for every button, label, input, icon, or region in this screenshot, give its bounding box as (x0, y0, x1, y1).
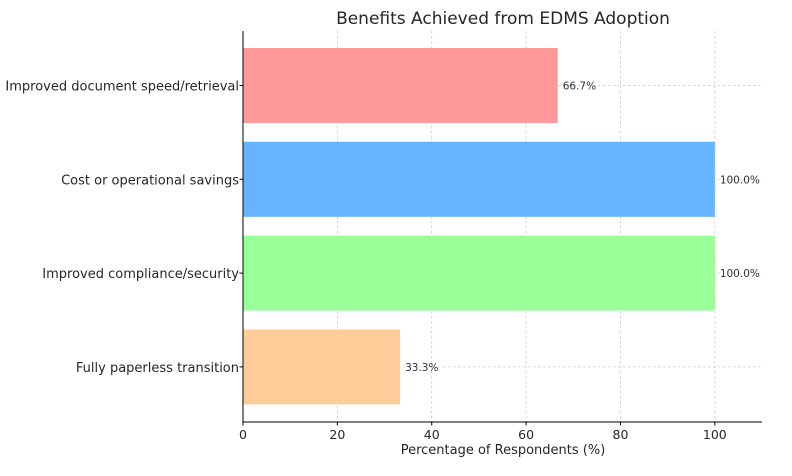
axes-layer (239, 31, 762, 426)
bars-layer (243, 48, 715, 405)
x-tick-label: 80 (613, 427, 629, 442)
category-label: Improved compliance/security (42, 267, 239, 282)
labels-layer: 66.7% Improved document speed/retrieval 10… (5, 80, 759, 443)
x-tick-label: 20 (329, 427, 345, 442)
x-tick-label: 100 (703, 427, 727, 442)
bar (243, 48, 558, 123)
x-axis-label: Percentage of Respondents (%) (401, 443, 606, 458)
category-label: Fully paperless transition (76, 361, 239, 376)
bar (243, 235, 715, 311)
chart-title: Benefits Achieved from EDMS Adoption (336, 9, 670, 29)
category-label: Improved document speed/retrieval (5, 80, 239, 95)
x-tick-label: 40 (424, 427, 440, 442)
data-label: 66.7% (563, 81, 596, 93)
x-tick-label: 0 (239, 427, 247, 442)
data-label: 33.3% (405, 362, 438, 374)
data-label: 100.0% (720, 174, 760, 186)
bar (243, 329, 401, 405)
x-tick-label: 60 (518, 427, 534, 442)
category-label: Cost or operational savings (61, 173, 239, 188)
data-label: 100.0% (720, 268, 760, 280)
bar (243, 141, 715, 217)
